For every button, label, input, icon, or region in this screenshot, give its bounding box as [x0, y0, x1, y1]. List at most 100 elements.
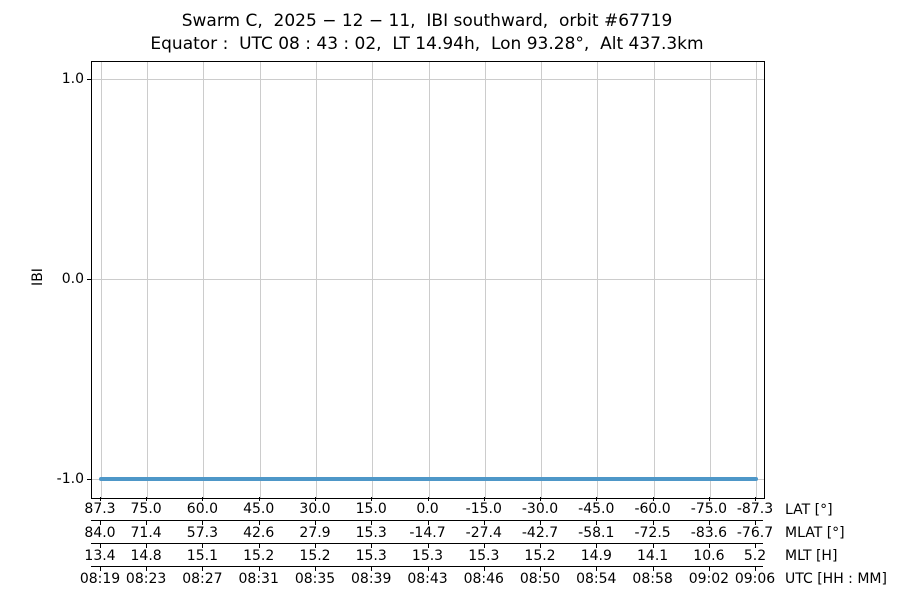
- x-tick-mark: [315, 521, 316, 525]
- y-tick-label: 1.0: [61, 71, 84, 87]
- x-tick-mark: [755, 521, 756, 525]
- x-tick-mark: [146, 567, 148, 571]
- x-tick-label: 14.9: [580, 548, 612, 564]
- x-tick-mark: [755, 497, 756, 501]
- x-tick-label: -45.0: [578, 501, 615, 517]
- x-tick-mark: [708, 521, 710, 525]
- x-tick-label: 08:35: [294, 571, 336, 587]
- gridline-vertical: [709, 62, 711, 498]
- x-tick-label: 15.0: [355, 501, 387, 517]
- x-tick-label: 15.2: [243, 548, 275, 564]
- x-tick-label: -14.7: [409, 525, 446, 541]
- x-tick-label: -58.1: [578, 525, 615, 541]
- x-tick-mark: [755, 567, 756, 571]
- x-tick-label: 15.2: [299, 548, 331, 564]
- gridline-vertical: [147, 62, 149, 498]
- x-tick-mark: [540, 567, 541, 571]
- x-tick-mark: [371, 497, 373, 501]
- x-tick-mark: [146, 521, 148, 525]
- plot-area: 1.0 0.0 -1.0: [57, 61, 765, 499]
- x-tick-label: 87.3: [84, 501, 116, 517]
- x-tick-mark: [596, 521, 598, 525]
- x-tick-mark: [708, 567, 710, 571]
- x-tick-label: 08:58: [632, 571, 673, 587]
- x-tick-mark: [427, 567, 429, 571]
- x-tick-label: 10.6: [693, 548, 725, 564]
- y-tick-label: -1.0: [56, 471, 84, 487]
- x-tick-label: -75.0: [690, 501, 728, 517]
- gridline-vertical: [756, 62, 757, 498]
- x-tick-mark: [202, 544, 204, 548]
- y-tick-mark: [87, 79, 91, 80]
- x-tick-mark: [652, 521, 654, 525]
- x-tick-mark: [483, 544, 485, 548]
- x-tick-mark: [258, 544, 260, 548]
- x-tick-label: 08:31: [238, 571, 279, 587]
- x-tick-label: 09:06: [734, 571, 776, 587]
- x-tick-label: 13.4: [84, 548, 116, 564]
- gridline-vertical: [372, 62, 374, 498]
- x-tick-label: 08:54: [576, 571, 617, 587]
- x-tick-mark: [483, 567, 485, 571]
- x-tick-mark: [202, 497, 204, 501]
- x-tick-label: 45.0: [243, 501, 275, 517]
- chart-subtitle: Equator : UTC 08 : 43 : 02, LT 14.94h, L…: [150, 34, 704, 54]
- axis-row: 84.0 71.4 57.3 42.6 27.9 15.3 -14.7 -27.4 -42.7 -…: [84, 520, 773, 544]
- x-tick-label: -72.5: [634, 525, 671, 541]
- x-tick-label: 30.0: [299, 501, 331, 517]
- x-tick-label: 75.0: [130, 501, 162, 517]
- x-tick-label: -76.7: [736, 525, 774, 541]
- x-tick-label: 15.3: [355, 548, 387, 564]
- x-tick-mark: [427, 521, 429, 525]
- x-tick-label: 42.6: [243, 525, 275, 541]
- x-tick-label: 15.3: [355, 525, 387, 541]
- axis-row-name: MLAT [°]: [785, 525, 845, 541]
- x-tick-label: 15.3: [411, 548, 444, 564]
- x-tick-mark: [315, 567, 316, 571]
- x-tick-mark: [596, 497, 598, 501]
- x-tick-mark: [146, 544, 148, 548]
- x-tick-mark: [258, 521, 260, 525]
- x-tick-label: 09:02: [688, 571, 730, 587]
- axis-row: 08:19 08:23 08:27 08:31 08:35 08:39 08:43 08:46…: [80, 566, 775, 590]
- x-tick-label: 08:43: [407, 571, 448, 587]
- x-tick-label: 15.3: [468, 548, 500, 564]
- x-tick-mark: [427, 544, 429, 548]
- x-tick-mark: [315, 497, 316, 501]
- x-tick-mark: [652, 497, 654, 501]
- gridline-vertical: [101, 62, 102, 498]
- axis-row-name: UTC [HH : MM]: [785, 571, 887, 587]
- gridline-vertical: [541, 62, 542, 498]
- x-tick-mark: [540, 544, 541, 548]
- axis-row: 87.3 75.0 60.0 45.0 30.0 15.0 0.0 -15.0 -30.0 -45…: [84, 497, 773, 520]
- x-tick-mark: [315, 544, 316, 548]
- x-tick-mark: [258, 497, 260, 501]
- x-tick-label: 0.0: [416, 501, 439, 517]
- x-tick-mark: [146, 497, 148, 501]
- axis-row-name: MLT [H]: [785, 548, 838, 564]
- data-line: [98, 477, 758, 481]
- x-tick-mark: [100, 567, 101, 571]
- x-tick-mark: [100, 521, 101, 525]
- axis-row-name: LAT [°]: [785, 502, 833, 518]
- x-tick-label: 15.1: [186, 548, 218, 564]
- x-tick-label: 57.3: [186, 525, 218, 541]
- y-tick-mark: [87, 479, 91, 480]
- axis-row: 13.4 14.8 15.1 15.2 15.2 15.3 15.3 15.3 15.2 14.9…: [84, 543, 767, 567]
- x-tick-mark: [371, 521, 373, 525]
- x-tick-mark: [596, 567, 598, 571]
- x-tick-label: 08:23: [125, 571, 167, 587]
- x-tick-mark: [100, 497, 101, 501]
- x-tick-mark: [258, 567, 260, 571]
- gridline-vertical: [203, 62, 205, 498]
- x-tick-label: -87.3: [736, 501, 774, 517]
- chart-title: Swarm C, 2025 − 12 − 11, IBI southward, …: [181, 11, 673, 31]
- x-tick-label: 14.8: [130, 548, 162, 564]
- x-tick-label: 71.4: [130, 525, 162, 541]
- x-tick-label: 15.2: [524, 548, 556, 564]
- x-tick-mark: [540, 497, 541, 501]
- x-tick-mark: [540, 521, 541, 525]
- x-tick-label: 60.0: [186, 501, 218, 517]
- x-tick-label: 5.2: [743, 548, 767, 564]
